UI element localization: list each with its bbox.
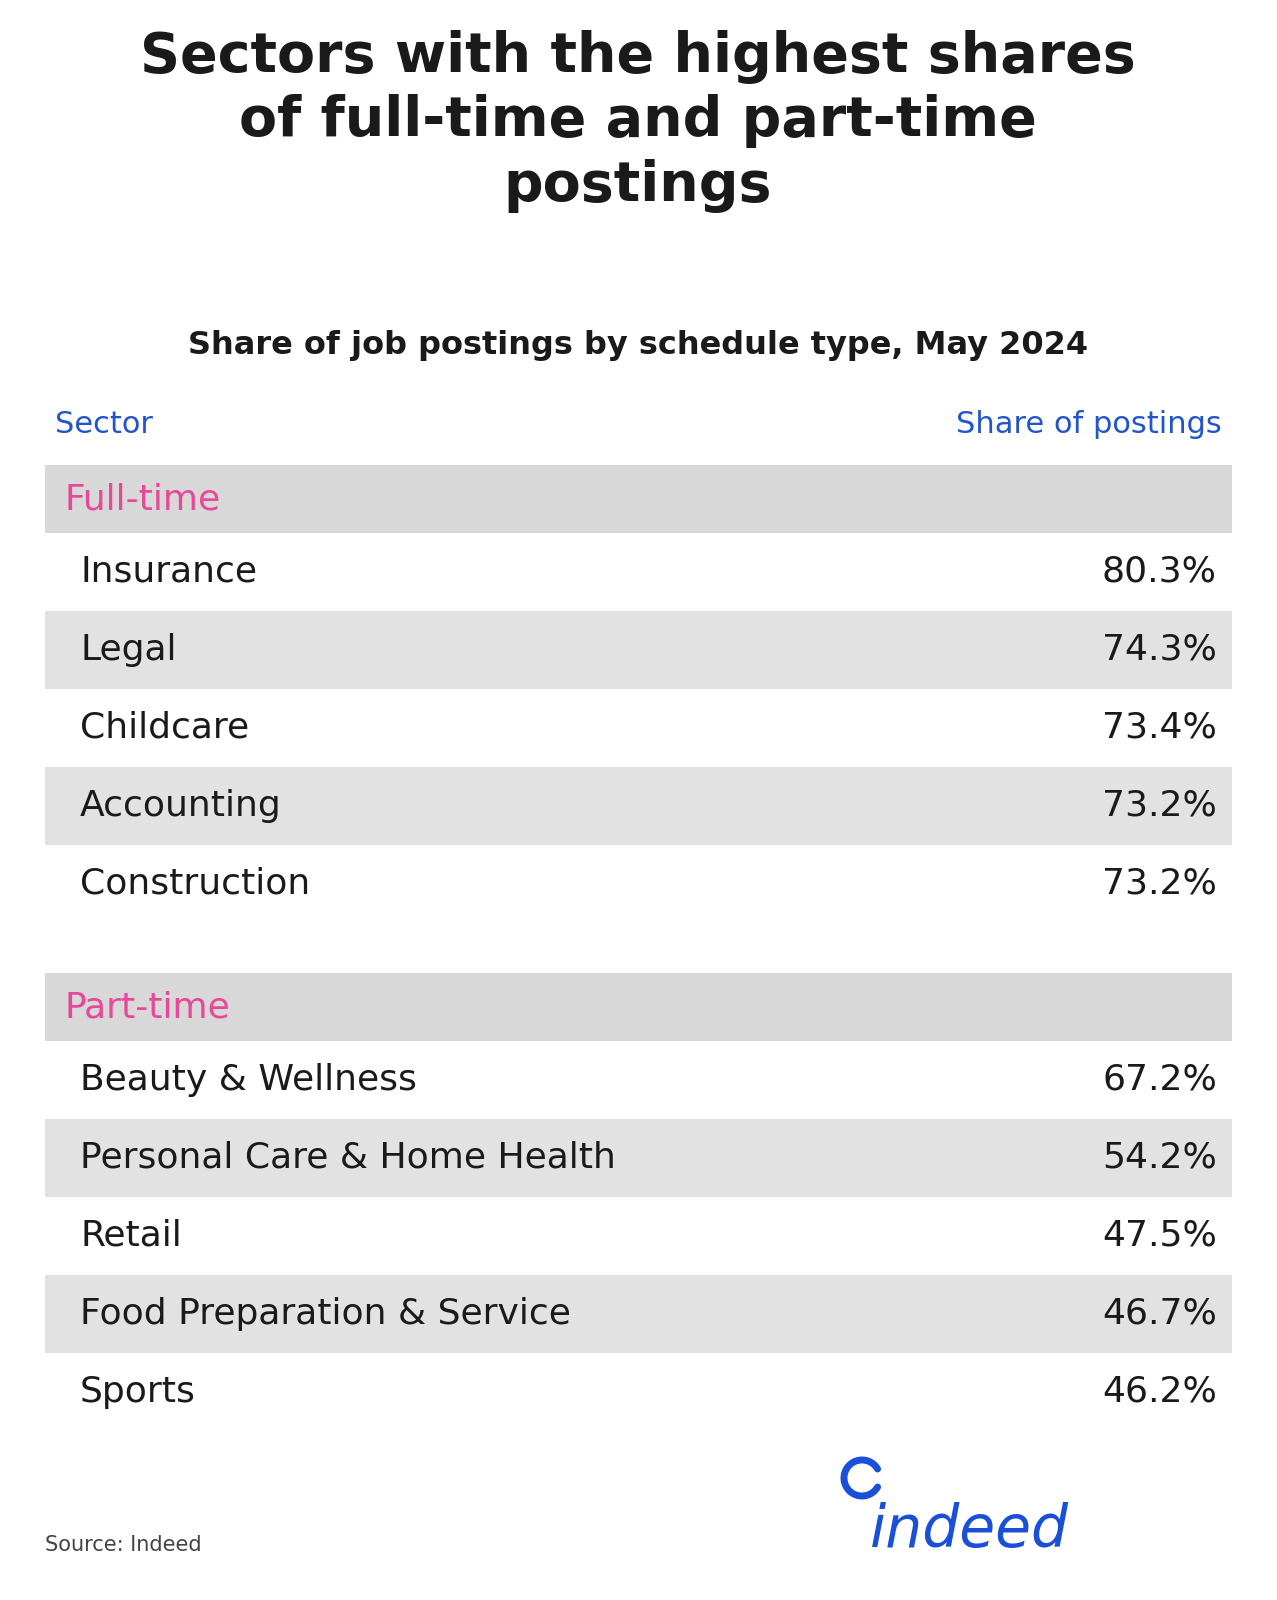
Bar — [45, 533, 1232, 611]
Text: 80.3%: 80.3% — [1102, 555, 1217, 589]
Text: Insurance: Insurance — [80, 555, 257, 589]
Bar — [45, 766, 1232, 845]
Bar — [45, 1275, 1232, 1354]
Text: Food Preparation & Service: Food Preparation & Service — [80, 1298, 571, 1331]
Text: Retail: Retail — [80, 1219, 181, 1253]
Text: Part-time: Part-time — [65, 990, 231, 1024]
Text: Childcare: Childcare — [80, 710, 249, 746]
Bar — [45, 1354, 1232, 1430]
Text: Share of postings: Share of postings — [956, 410, 1222, 438]
Text: Source: Indeed: Source: Indeed — [45, 1534, 202, 1555]
Text: Construction: Construction — [80, 867, 310, 901]
Text: Full-time: Full-time — [65, 482, 221, 515]
Text: 73.2%: 73.2% — [1102, 867, 1217, 901]
Text: 73.4%: 73.4% — [1102, 710, 1217, 746]
Text: 46.7%: 46.7% — [1102, 1298, 1217, 1331]
Text: 74.3%: 74.3% — [1102, 634, 1217, 667]
Bar — [45, 1197, 1232, 1275]
Text: Legal: Legal — [80, 634, 176, 667]
Text: 73.2%: 73.2% — [1102, 789, 1217, 822]
Bar — [45, 611, 1232, 690]
Text: indeed: indeed — [870, 1501, 1069, 1558]
Text: Sector: Sector — [55, 410, 153, 438]
Bar — [45, 690, 1232, 766]
Text: 47.5%: 47.5% — [1102, 1219, 1217, 1253]
Bar — [45, 973, 1232, 1042]
Text: Beauty & Wellness: Beauty & Wellness — [80, 1062, 416, 1098]
Bar — [45, 1118, 1232, 1197]
Bar — [45, 1042, 1232, 1118]
Bar — [45, 845, 1232, 923]
Text: Sports: Sports — [80, 1374, 195, 1410]
Text: 54.2%: 54.2% — [1102, 1141, 1217, 1174]
Text: 46.2%: 46.2% — [1102, 1374, 1217, 1410]
Text: Personal Care & Home Health: Personal Care & Home Health — [80, 1141, 616, 1174]
Text: 67.2%: 67.2% — [1102, 1062, 1217, 1098]
Bar — [45, 466, 1232, 533]
Text: Sectors with the highest shares
of full-time and part-time
postings: Sectors with the highest shares of full-… — [140, 30, 1135, 213]
Text: Accounting: Accounting — [80, 789, 282, 822]
Text: Share of job postings by schedule type, May 2024: Share of job postings by schedule type, … — [188, 330, 1088, 362]
